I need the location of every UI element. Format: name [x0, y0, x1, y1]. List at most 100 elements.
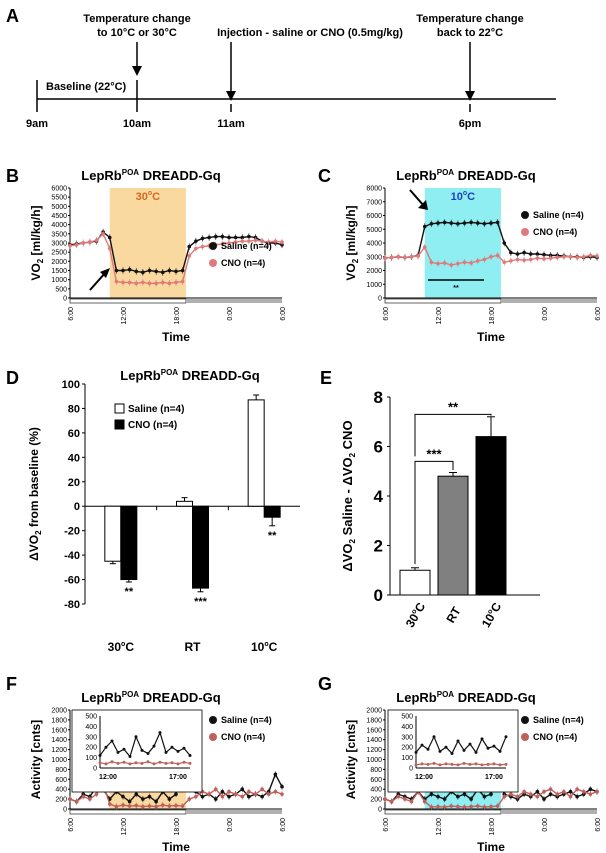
data-point: [220, 794, 225, 799]
inset-point: [486, 746, 490, 750]
data-point: [114, 804, 119, 809]
inset-y-tick-label: 300: [401, 734, 413, 741]
data-point: [280, 784, 284, 789]
data-point: [396, 254, 401, 259]
y-tick-label: 0: [63, 807, 67, 814]
data-point: [436, 261, 440, 266]
inset-point: [432, 735, 436, 739]
data-point: [121, 794, 125, 799]
bar-1-1: [192, 505, 209, 589]
y-tick-label: 7000: [366, 199, 382, 206]
inset-point: [110, 739, 114, 743]
data-point: [429, 221, 434, 226]
event-3-arrowhead: [465, 91, 475, 101]
data-point: [154, 799, 158, 804]
inset-point: [140, 748, 144, 752]
data-point: [121, 803, 125, 807]
inset-x-tick-label: 12:00: [415, 774, 433, 781]
panel-letter-d: D: [6, 368, 19, 388]
chart-B: B LepRbPOA DREADD-Gq 30oC 0 500 1000 1500 2000 2…: [6, 166, 287, 344]
inset-point: [426, 762, 430, 766]
legend-label-0: Saline (n=4): [221, 241, 272, 251]
y-tick-label: 6: [374, 438, 383, 457]
y-axis-label: ΔVO2 from baseline (%): [27, 427, 43, 561]
data-point: [107, 802, 112, 806]
data-point: [442, 805, 447, 809]
data-point: [482, 805, 487, 809]
dark-phase-bar: [500, 810, 597, 814]
inset-point: [170, 761, 174, 765]
data-point: [509, 259, 513, 263]
light-phase-bar: [384, 809, 502, 815]
y-tick-label: 1000: [366, 282, 382, 289]
y-axis-label: Activity [cnts]: [29, 720, 43, 799]
data-point: [187, 254, 192, 258]
inset-point: [444, 745, 448, 749]
inset-point: [98, 754, 102, 758]
legend-label-1: CNO (n=4): [221, 732, 265, 742]
data-point: [515, 794, 520, 799]
y-tick-label: 1600: [51, 727, 67, 734]
inset-x-tick-label: 17:00: [169, 774, 187, 781]
data-point: [422, 245, 427, 249]
category-label-2: 10oC: [251, 640, 278, 654]
data-point: [74, 243, 79, 247]
dark-phase-bar: [185, 810, 282, 814]
data-point: [535, 789, 540, 794]
x-tick-label: 6:00: [280, 818, 287, 832]
x-tick-label: 12:00: [121, 307, 128, 325]
dark-phase-bar: [500, 299, 597, 303]
inset-x-tick-label: 12:00: [99, 774, 117, 781]
legend-swatch-1: [114, 419, 125, 430]
inset-series-saline: [415, 735, 507, 755]
x-tick-label: 6:00: [383, 818, 390, 832]
bar-1: [437, 475, 469, 596]
inset-y-tick-label: 300: [85, 734, 97, 741]
data-point: [200, 244, 205, 249]
inset-point: [188, 754, 192, 758]
x-tick-label: 6:00: [595, 818, 602, 832]
inset-y-tick-label: 500: [401, 714, 413, 721]
inset-point: [152, 744, 156, 748]
data-point: [449, 263, 454, 267]
data-point: [174, 269, 178, 274]
y-tick-label: 200: [55, 797, 67, 804]
data-point: [280, 792, 284, 796]
y-tick-label: 400: [370, 787, 382, 794]
data-point: [515, 252, 520, 256]
data-point: [233, 792, 238, 796]
data-point: [568, 254, 573, 259]
data-point: [273, 239, 278, 243]
inset-point: [456, 763, 460, 767]
data-point: [575, 794, 579, 799]
y-tick-label: 1200: [366, 747, 382, 754]
chart-title-c: LepRbPOA DREADD-Gq: [396, 168, 535, 183]
data-point: [475, 221, 480, 225]
data-point: [469, 797, 473, 801]
data-point: [528, 792, 533, 796]
bar-0-2: [247, 399, 265, 507]
data-point: [548, 787, 553, 791]
data-point: [121, 280, 125, 285]
data-point: [167, 268, 172, 273]
inset-point: [420, 743, 424, 747]
data-point: [273, 772, 278, 777]
data-point: [114, 268, 119, 273]
data-point: [449, 804, 454, 808]
y-tick-label: 1200: [51, 747, 67, 754]
inset-point: [98, 761, 102, 765]
y-tick-label: 100: [62, 379, 80, 391]
data-point: [409, 799, 414, 804]
x-tick-label: 6:00: [383, 307, 390, 321]
data-point: [81, 241, 86, 245]
data-point: [489, 804, 493, 809]
inset-series-cno: [415, 762, 507, 766]
data-point: [141, 804, 145, 809]
data-point: [220, 789, 225, 794]
y-tick-label: 3500: [51, 231, 67, 238]
legend-marker-0: [209, 242, 217, 250]
data-point: [174, 792, 178, 796]
data-point: [227, 235, 231, 240]
significance-0: ***: [426, 446, 442, 461]
